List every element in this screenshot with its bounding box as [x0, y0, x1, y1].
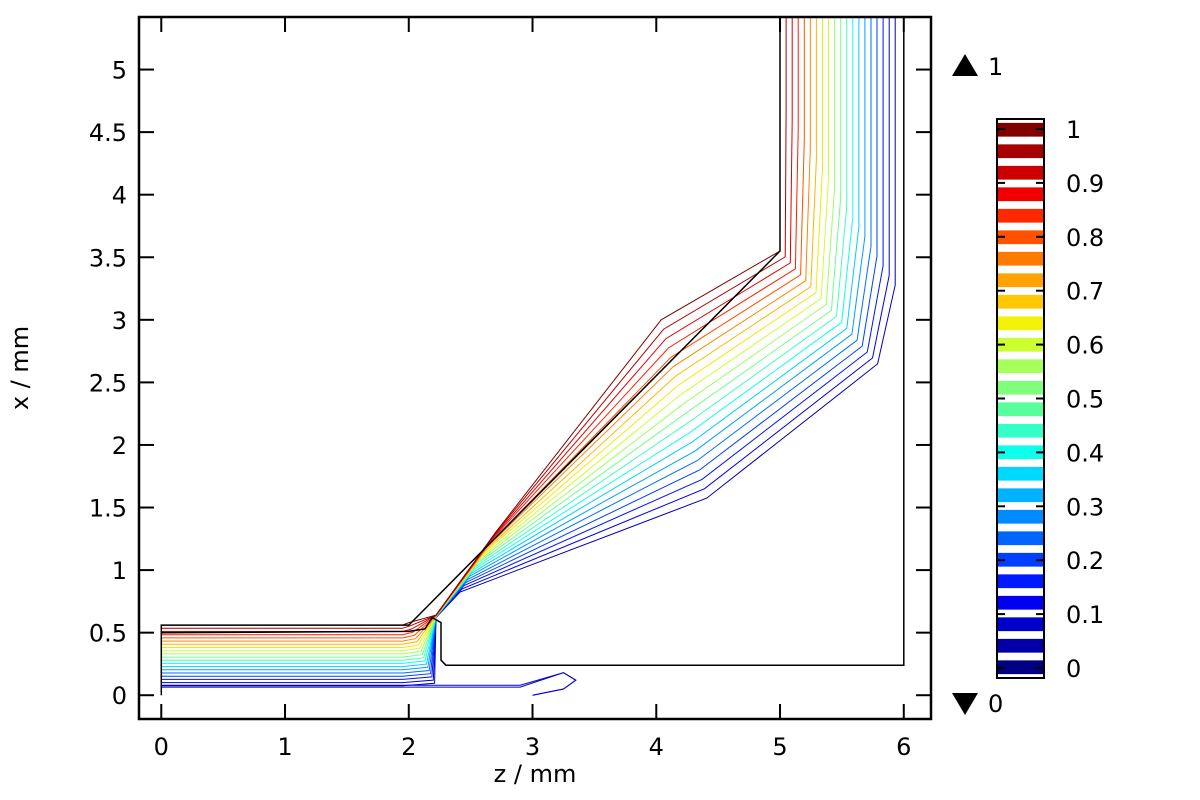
contour-line	[161, 17, 793, 632]
y-tick-label: 4	[112, 182, 127, 210]
x-tick-label: 4	[649, 733, 664, 761]
x-tick-label: 1	[277, 733, 292, 761]
colorbar-band	[997, 208, 1044, 223]
x-tick-label: 0	[154, 733, 169, 761]
domain-boundary	[160, 16, 905, 696]
colorbar-tick-label: 0.7	[1066, 278, 1104, 306]
min-marker-icon	[952, 693, 978, 715]
contour-line	[161, 17, 781, 626]
colorbar-band	[997, 574, 1044, 589]
contour-line	[161, 17, 805, 639]
colorbar: 0 0.1 0.2 0.3 0.4 0.5 0.6 0.7 0.8 0.9 1	[996, 116, 1104, 683]
colorbar-band	[997, 380, 1044, 395]
contour-lines	[161, 17, 896, 696]
y-tick-label: 2	[112, 432, 127, 460]
x-tick-label: 6	[896, 733, 911, 761]
contour-line	[161, 17, 860, 668]
contour-line	[161, 17, 848, 661]
colorbar-band	[997, 337, 1044, 352]
colorbar-band	[997, 423, 1044, 438]
colorbar-band	[997, 638, 1044, 653]
contour-line	[161, 17, 878, 677]
colorbar-band	[997, 230, 1044, 245]
min-marker-label: 0	[988, 690, 1003, 718]
max-marker-icon	[952, 54, 978, 76]
colorbar-tick-label: 0.1	[1066, 601, 1104, 629]
x-axis-title: z / mm	[494, 760, 577, 788]
colorbar-band	[997, 251, 1044, 266]
contour-line	[161, 17, 817, 645]
colorbar-band	[997, 294, 1044, 309]
contour-line	[161, 17, 890, 684]
y-tick-label: 3	[112, 307, 127, 335]
colorbar-band	[997, 531, 1044, 546]
contour-line	[161, 17, 829, 652]
max-marker-label: 1	[988, 53, 1003, 81]
contour-line	[161, 17, 896, 687]
colorbar-tick-label: 0.3	[1066, 493, 1104, 521]
plot-frame	[137, 15, 933, 721]
contour-line	[161, 17, 872, 674]
y-tick-label: 3.5	[89, 244, 127, 272]
y-tick-label: 1.5	[89, 495, 127, 523]
colorbar-band	[997, 273, 1044, 288]
colorbar-tick-label: 0.5	[1066, 386, 1104, 414]
y-tick-label: 0	[112, 682, 127, 710]
contour-line	[161, 17, 842, 658]
colorbar-band	[997, 445, 1044, 460]
x-tick-label: 3	[525, 733, 540, 761]
colorbar-band	[997, 660, 1044, 675]
y-tick-label: 1	[112, 557, 127, 585]
colorbar-band	[997, 165, 1044, 180]
contour-line	[161, 17, 836, 655]
colorbar-band	[997, 466, 1044, 481]
y-axis-title: x / mm	[6, 326, 34, 410]
colorbar-band	[997, 187, 1044, 202]
y-tick-label: 4.5	[89, 119, 127, 147]
colorbar-band	[997, 617, 1044, 632]
colorbar-band	[997, 509, 1044, 524]
colorbar-tick-label: 0.9	[1066, 170, 1104, 198]
colorbar-tick-label: 1	[1066, 116, 1081, 144]
contour-line	[161, 672, 577, 696]
contour-line	[161, 17, 884, 680]
colorbar-tick-label: 0	[1066, 655, 1081, 683]
colorbar-band	[997, 552, 1044, 567]
colorbar-band	[997, 488, 1044, 503]
colorbar-band	[997, 359, 1044, 374]
tick-labels: 0 1 2 3 4 5 6 0 0.5 1 1.5 2 2.5 3 3.5 4 4.5 5	[89, 57, 912, 761]
contour-line	[161, 17, 799, 636]
colorbar-tick-label: 0.4	[1066, 439, 1104, 467]
colorbar-tick-label: 0.2	[1066, 547, 1104, 575]
colorbar-tick-label: 0.6	[1066, 332, 1104, 360]
y-tick-label: 2.5	[89, 369, 127, 397]
y-tick-label: 0.5	[89, 620, 127, 648]
x-tick-label: 5	[772, 733, 787, 761]
colorbar-tick-label: 0.8	[1066, 224, 1104, 252]
colorbar-band	[997, 402, 1044, 417]
colorbar-band	[997, 122, 1044, 137]
y-tick-label: 5	[112, 57, 127, 85]
colorbar-band	[997, 144, 1044, 159]
axis-ticks	[139, 17, 931, 719]
x-tick-label: 2	[401, 733, 416, 761]
colorbar-band	[997, 316, 1044, 331]
colorbar-band	[997, 595, 1044, 610]
